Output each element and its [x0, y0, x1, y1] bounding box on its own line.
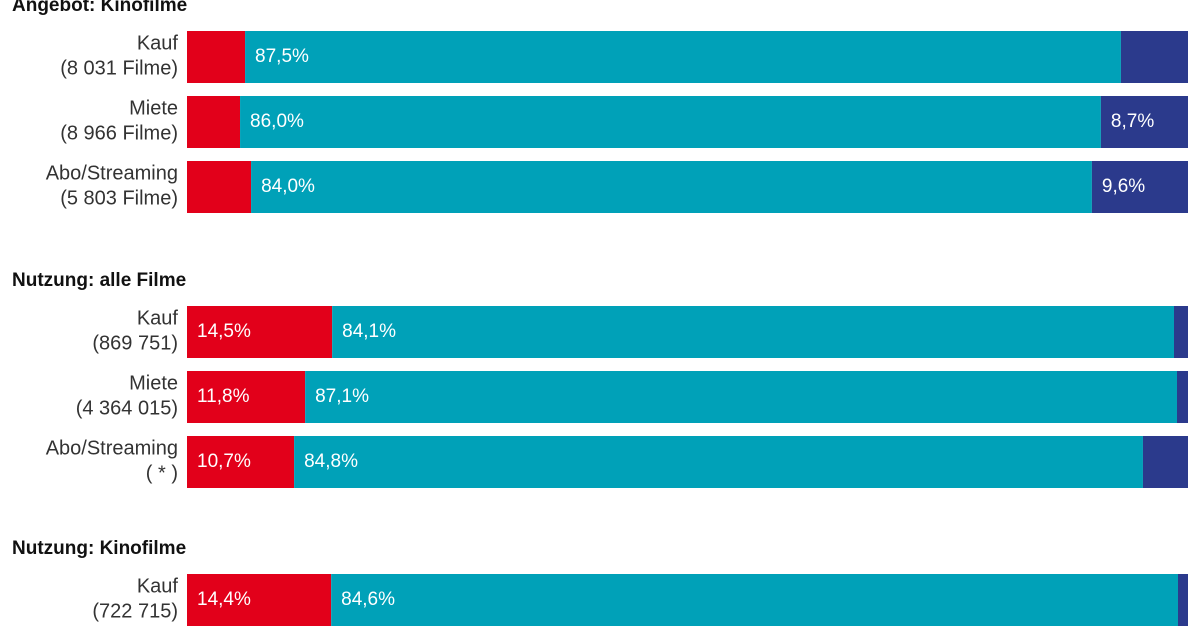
category-label: (8 966 Filme): [60, 122, 178, 144]
bar-segment: [1177, 574, 1188, 626]
panel-title: Angebot: Kinofilme: [12, 0, 187, 16]
category-label: Abo/Streaming: [46, 162, 178, 184]
bar-segment: [187, 161, 252, 213]
value-label: 87,5%: [255, 46, 309, 67]
category-label: (8 031 Filme): [60, 57, 178, 79]
bar-segment: [245, 31, 1121, 83]
category-label: Abo/Streaming: [46, 437, 178, 459]
bar-segment: [187, 574, 332, 626]
bar-segment: [294, 436, 1143, 488]
value-label: 8,7%: [1111, 111, 1154, 132]
category-label: ( * ): [146, 462, 178, 484]
panel-title: Nutzung: alle Filme: [12, 270, 186, 291]
bar-segment: [1100, 96, 1188, 148]
bar-segment: [1120, 31, 1188, 83]
bar-segment: [251, 161, 1092, 213]
value-label: 14,5%: [197, 321, 251, 342]
panel-title: Nutzung: Kinofilme: [12, 538, 186, 559]
value-label: 14,4%: [197, 589, 251, 610]
category-label: Kauf: [137, 307, 179, 329]
category-label: (4 364 015): [76, 397, 178, 419]
bar-segment: [187, 436, 295, 488]
value-label: 84,6%: [341, 589, 395, 610]
value-label: 84,8%: [304, 451, 358, 472]
bar-segment: [187, 31, 246, 83]
bar-segment: [240, 96, 1101, 148]
bar-segment: [1091, 161, 1188, 213]
category-label: Kauf: [137, 575, 179, 597]
value-label: 10,7%: [197, 451, 251, 472]
bar-segment: [187, 96, 241, 148]
bar-segment: [1176, 371, 1188, 423]
category-label: (5 803 Filme): [60, 187, 178, 209]
bar-segment: [331, 574, 1178, 626]
value-label: 87,1%: [315, 386, 369, 407]
category-label: Miete: [129, 97, 178, 119]
value-label: 84,1%: [342, 321, 396, 342]
value-label: 9,6%: [1102, 176, 1145, 197]
category-label: (869 751): [92, 332, 178, 354]
bar-segment: [187, 371, 306, 423]
bar-segment: [305, 371, 1177, 423]
bar-segment: [1142, 436, 1188, 488]
bar-segment: [1173, 306, 1188, 358]
value-label: 86,0%: [250, 111, 304, 132]
value-label: 84,0%: [261, 176, 315, 197]
category-label: Miete: [129, 372, 178, 394]
value-label: 11,8%: [197, 386, 250, 407]
bar-segment: [332, 306, 1174, 358]
category-label: Kauf: [137, 32, 179, 54]
category-label: (722 715): [92, 600, 178, 622]
bar-segment: [187, 306, 333, 358]
